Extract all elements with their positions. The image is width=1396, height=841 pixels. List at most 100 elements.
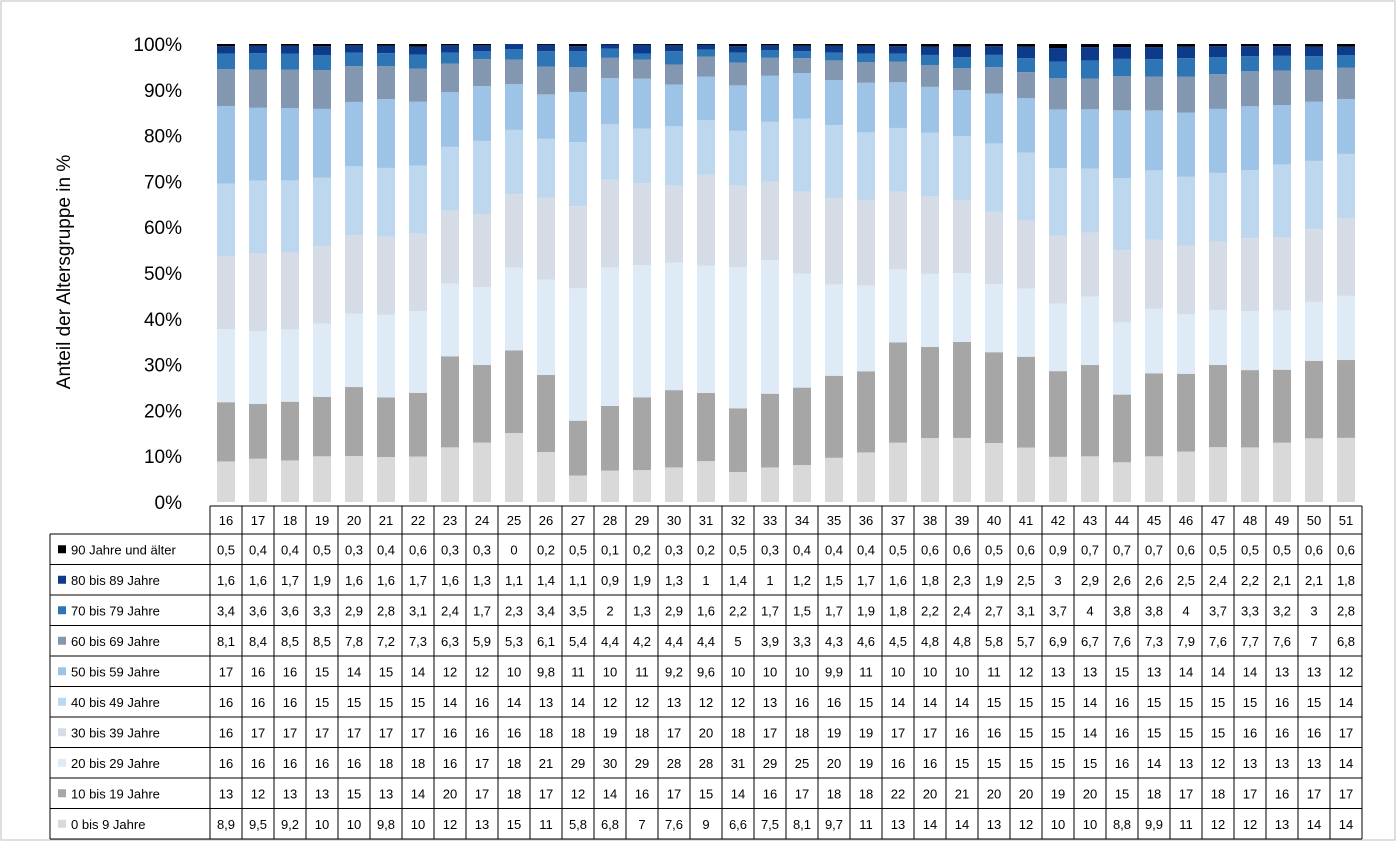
bar-segment	[1081, 109, 1099, 169]
data-label: 29	[763, 756, 777, 771]
data-label: 6,1	[537, 634, 555, 649]
bar-segment	[1209, 108, 1227, 173]
bar-segment	[825, 457, 843, 502]
data-label: 4,8	[953, 634, 971, 649]
data-label: 13	[987, 817, 1001, 832]
y-axis-ticks: 0% 10% 20% 30% 40% 50% 60% 70% 80% 90% 100%	[133, 35, 182, 514]
bar-segment	[697, 76, 715, 121]
bar-segment	[537, 44, 555, 45]
data-label: 16	[475, 695, 489, 710]
bar-segment	[1337, 46, 1355, 55]
bar-segment	[665, 84, 683, 127]
data-label: 16	[955, 725, 969, 740]
bar-segment	[473, 86, 491, 141]
data-label: 1,6	[441, 573, 459, 588]
legend-swatch	[58, 697, 66, 706]
data-label: 14	[1339, 695, 1353, 710]
data-label: 14	[1083, 725, 1097, 740]
data-label: 3,8	[1113, 603, 1131, 618]
data-label: 3,6	[281, 603, 299, 618]
bar-segment	[473, 442, 491, 502]
data-label: 30	[603, 756, 617, 771]
bar-segment	[1017, 44, 1035, 47]
bar-segment	[1209, 364, 1227, 448]
bar-segment	[601, 405, 619, 471]
data-label: 15	[1083, 756, 1097, 771]
data-label: 1,2	[793, 573, 811, 588]
bar-segment	[217, 44, 235, 47]
bar-segment	[761, 121, 779, 182]
bar-segment	[729, 44, 747, 47]
bar-segment	[1017, 288, 1035, 357]
bar-segment	[537, 44, 555, 52]
bar-segment	[505, 433, 523, 502]
data-label: 14	[347, 664, 361, 679]
category-label: 51	[1339, 513, 1353, 528]
data-label: 9,8	[377, 817, 395, 832]
bar-segment	[1177, 58, 1195, 77]
data-label: 2,6	[1113, 573, 1131, 588]
bar-segment	[473, 45, 491, 52]
data-label: 16	[475, 725, 489, 740]
data-label: 1,7	[857, 573, 875, 588]
bar-segment	[1241, 106, 1259, 170]
bar-segment	[473, 51, 491, 60]
data-label: 15	[315, 664, 329, 679]
category-label: 36	[859, 513, 873, 528]
data-label: 13	[1083, 664, 1097, 679]
bar-segment	[441, 63, 459, 93]
bar-segment	[1017, 447, 1035, 502]
y-tick-label: 60%	[144, 218, 182, 239]
data-label: 0,7	[1081, 542, 1099, 557]
category-label: 37	[891, 513, 905, 528]
bar-segment	[1241, 310, 1259, 371]
bar-segment	[313, 54, 331, 71]
bar-segment	[249, 253, 267, 332]
data-label: 17	[411, 725, 425, 740]
bar-segment	[473, 44, 491, 46]
data-label: 17	[315, 725, 329, 740]
data-label: 5,8	[985, 634, 1003, 649]
bar-segment	[569, 288, 587, 421]
bar-segment	[985, 54, 1003, 68]
y-tick-label: 20%	[144, 401, 182, 422]
data-label: 2,2	[921, 603, 939, 618]
data-label: 14	[1147, 756, 1161, 771]
data-label: 13	[1307, 756, 1321, 771]
bar-segment	[537, 374, 555, 453]
data-label: 15	[1147, 725, 1161, 740]
bar-segment	[601, 267, 619, 406]
data-label: 10	[763, 664, 777, 679]
bar-segment	[537, 51, 555, 67]
bar-segment	[409, 233, 427, 311]
bar-segment	[1113, 394, 1131, 463]
data-label: 15	[1115, 786, 1129, 801]
bar-segment	[1305, 160, 1323, 230]
data-label: 17	[795, 786, 809, 801]
data-label: 8,4	[249, 634, 267, 649]
bar-segment	[377, 397, 395, 458]
data-label: 7	[638, 817, 645, 832]
data-label: 16	[443, 756, 457, 771]
data-label: 5,4	[569, 634, 587, 649]
bar-segment	[985, 143, 1003, 212]
bar-segment	[1049, 235, 1067, 304]
bar-segment	[505, 49, 523, 60]
bar-segment	[1145, 47, 1163, 60]
category-label: 50	[1307, 513, 1321, 528]
data-label: 8,9	[217, 817, 235, 832]
data-label: 7,3	[409, 634, 427, 649]
bar-segment	[1273, 55, 1291, 71]
category-label: 34	[795, 513, 809, 528]
data-label: 17	[475, 756, 489, 771]
data-label: 12	[603, 695, 617, 710]
bar-segment	[409, 101, 427, 166]
bar-segment	[1145, 76, 1163, 111]
data-label: 14	[923, 695, 937, 710]
bar-segment	[665, 64, 683, 85]
bar-segment	[537, 279, 555, 375]
bar-segment	[1241, 71, 1259, 107]
data-label: 1,8	[921, 573, 939, 588]
data-label: 16	[347, 756, 361, 771]
bar-segment	[1177, 451, 1195, 502]
